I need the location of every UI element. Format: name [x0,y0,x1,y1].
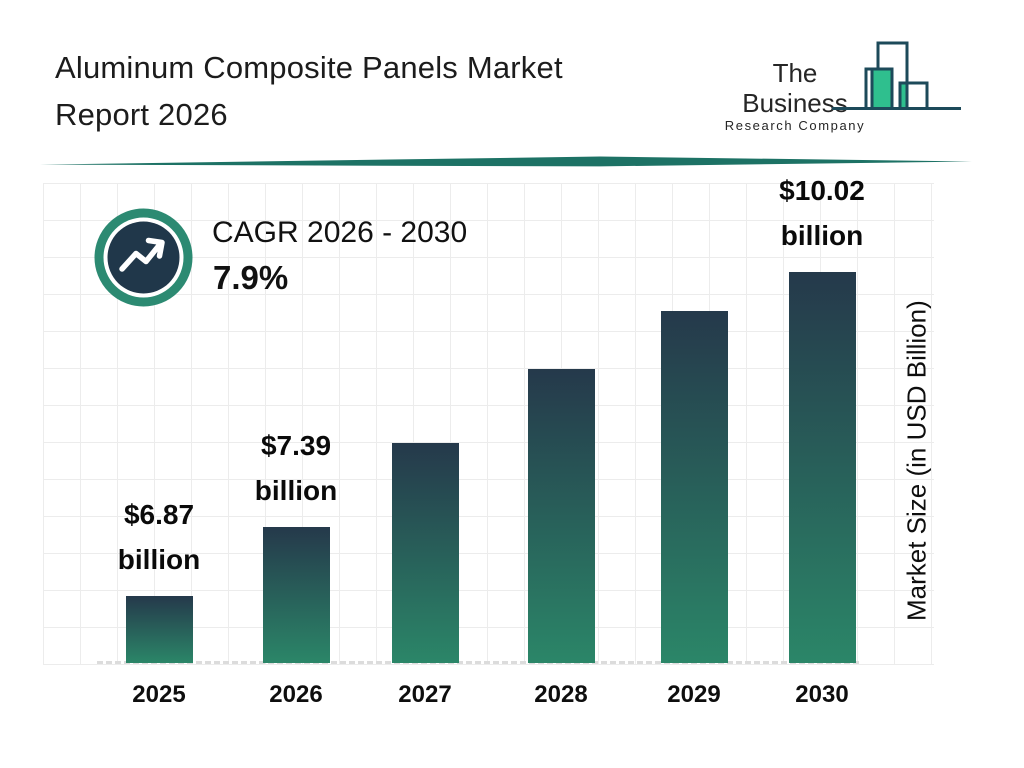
value-label-2025: $6.87 billion [117,499,201,575]
bar-2025 [125,596,193,663]
y-axis-label: Market Size (in USD Billion) [901,300,932,622]
value-label-2026: $7.39 billion [254,430,338,506]
logo-subname: Research Company [724,118,866,133]
page-title: Aluminum Composite Panels Market Report … [55,44,695,138]
x-tick-2029: 2029 [667,681,721,708]
logo-buildings-icon [832,41,961,110]
bar-2026 [262,527,330,663]
x-tick-2028: 2028 [534,681,588,708]
bar-2027 [391,443,459,663]
bar-2030 [788,272,856,663]
x-tick-2026: 2026 [269,681,323,708]
page-title-line1: Aluminum Composite Panels Market [55,50,563,85]
chart-baseline [97,661,859,664]
logo-name: The Business [742,58,848,118]
cagr-period-label: CAGR 2026 - 2030 [212,216,468,249]
x-tick-2027: 2027 [398,681,452,708]
value-label-2030: $10.02 billion [779,175,865,251]
x-tick-2025: 2025 [132,681,186,708]
bar-2028 [527,369,595,663]
divider-swoosh [40,156,972,167]
logo-wordmark: The Business Research Company [720,58,870,134]
x-tick-2030: 2030 [795,681,849,708]
cagr-value: 7.9% [213,259,289,296]
cagr-trending-up-icon [94,208,193,307]
page-title-line2: Report 2026 [55,97,228,132]
bar-2029 [660,311,728,663]
